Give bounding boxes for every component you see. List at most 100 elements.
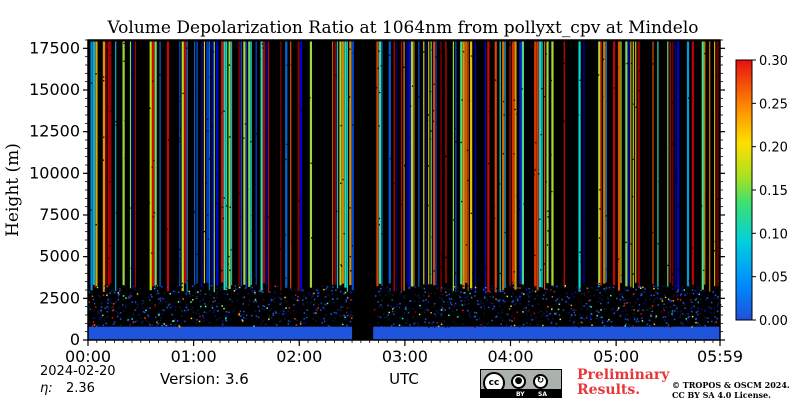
noise-speck	[104, 316, 107, 319]
noise-speck	[602, 96, 604, 98]
noise-speck	[166, 306, 168, 309]
profile-column	[115, 41, 117, 291]
noise-speck	[221, 323, 224, 326]
noise-speck	[711, 320, 713, 323]
noise-speck	[178, 298, 181, 300]
noise-speck	[162, 206, 165, 209]
noise-speck	[123, 310, 125, 312]
noise-speck	[715, 74, 718, 77]
profile-column	[344, 41, 347, 288]
noise-speck	[118, 289, 121, 291]
noise-speck	[474, 311, 476, 314]
noise-speck	[274, 311, 277, 313]
noise-speck	[468, 100, 471, 102]
noise-speck	[288, 307, 291, 309]
noise-speck	[177, 301, 180, 303]
noise-speck	[678, 82, 680, 84]
noise-speck	[137, 255, 139, 257]
noise-speck	[163, 298, 165, 301]
noise-speck	[359, 258, 362, 260]
noise-speck	[182, 92, 184, 95]
noise-speck	[129, 294, 132, 296]
profile-column	[716, 41, 719, 287]
noise-speck	[153, 212, 156, 214]
noise-speck	[417, 179, 419, 181]
noise-speck	[714, 240, 716, 243]
noise-speck	[541, 87, 543, 90]
noise-speck	[716, 317, 719, 320]
noise-speck	[110, 54, 112, 57]
noise-speck	[158, 313, 160, 315]
noise-speck	[625, 289, 627, 291]
noise-speck	[99, 317, 101, 320]
noise-speck	[225, 319, 227, 322]
noise-speck	[287, 310, 289, 312]
noise-speck	[451, 291, 454, 294]
noise-speck	[278, 115, 280, 117]
noise-speck	[475, 326, 478, 328]
noise-speck	[142, 302, 145, 304]
noise-speck	[377, 322, 380, 324]
noise-speck	[704, 309, 707, 311]
noise-speck	[134, 321, 137, 323]
noise-speck	[454, 272, 457, 274]
profile-column	[206, 41, 209, 283]
noise-speck	[423, 294, 425, 297]
noise-speck	[100, 306, 103, 308]
noise-speck	[611, 325, 613, 328]
noise-speck	[593, 294, 595, 297]
noise-speck	[199, 289, 202, 292]
noise-speck	[498, 183, 501, 185]
noise-speck	[251, 214, 253, 217]
noise-speck	[169, 293, 172, 295]
noise-speck	[380, 326, 383, 328]
noise-speck	[711, 269, 713, 271]
noise-speck	[554, 291, 556, 293]
noise-speck	[272, 238, 274, 240]
y-tick-label: 10000	[29, 163, 80, 182]
noise-speck	[286, 286, 288, 288]
noise-speck	[580, 261, 582, 263]
noise-speck	[242, 303, 244, 305]
noise-speck	[623, 302, 626, 305]
profile-column	[211, 41, 214, 285]
noise-speck	[433, 302, 436, 305]
noise-speck	[463, 300, 466, 302]
noise-speck	[192, 294, 194, 296]
noise-speck	[532, 186, 534, 188]
noise-speck	[415, 160, 417, 162]
profile-column	[349, 41, 352, 286]
noise-speck	[158, 314, 160, 316]
noise-speck	[558, 297, 560, 299]
noise-speck	[705, 196, 707, 198]
noise-speck	[212, 50, 215, 53]
noise-speck	[293, 271, 295, 274]
noise-speck	[357, 120, 359, 122]
noise-speck	[171, 189, 173, 191]
noise-speck	[436, 288, 439, 290]
noise-speck	[143, 311, 146, 314]
noise-speck	[502, 299, 504, 302]
noise-speck	[116, 133, 119, 135]
noise-speck	[441, 254, 443, 256]
noise-speck	[651, 231, 654, 234]
profile-column	[433, 41, 436, 286]
noise-speck	[647, 222, 650, 224]
noise-speck	[601, 321, 604, 324]
noise-speck	[502, 100, 505, 103]
noise-speck	[344, 291, 347, 294]
noise-speck	[651, 305, 654, 307]
noise-speck	[491, 304, 494, 307]
noise-speck	[145, 154, 148, 156]
noise-speck	[351, 299, 353, 301]
noise-speck	[529, 322, 532, 325]
y-tick-label: 7500	[39, 205, 80, 224]
noise-speck	[606, 268, 608, 270]
noise-speck	[141, 306, 144, 309]
noise-speck	[627, 289, 629, 292]
noise-speck	[160, 317, 162, 319]
noise-speck	[518, 43, 520, 46]
noise-speck	[389, 288, 391, 290]
noise-speck	[685, 318, 688, 320]
noise-speck	[300, 321, 302, 323]
